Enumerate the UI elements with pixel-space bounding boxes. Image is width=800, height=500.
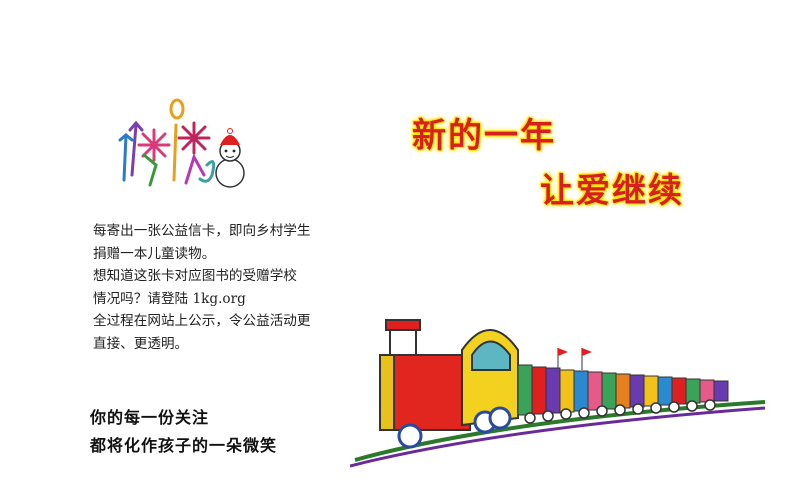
description-line: 想知道这张卡对应图书的受赠学校 [93,268,297,285]
slogan-line-1: 你的每一份关注 [90,408,210,427]
headline-line-1: 新的一年 [412,116,556,156]
description-line: 每寄出一张公益信卡，即向乡村学生 [93,223,311,239]
description-text: 每寄出一张公益信卡，即向乡村学生 捐赠一本儿童读物。 想知道这张卡对应图书的受赠… [93,220,373,356]
slogan: 你的每一份关注 都将化作孩子的一朵微笑 [90,404,277,460]
description-line: 捐赠一本儿童读物。 [93,245,216,262]
description-line: 全过程在网站上公示，令公益活动更 [93,313,311,330]
snowflake-doodle-logo [118,98,245,188]
description-line: 直接、更透明。 [93,335,189,352]
train-illustration [350,319,766,468]
description-line: 情况吗？请登陆 1kg.org [93,290,246,307]
slogan-line-2: 都将化作孩子的一朵微笑 [90,436,278,455]
headline-line-2: 让爱继续 [540,171,684,211]
